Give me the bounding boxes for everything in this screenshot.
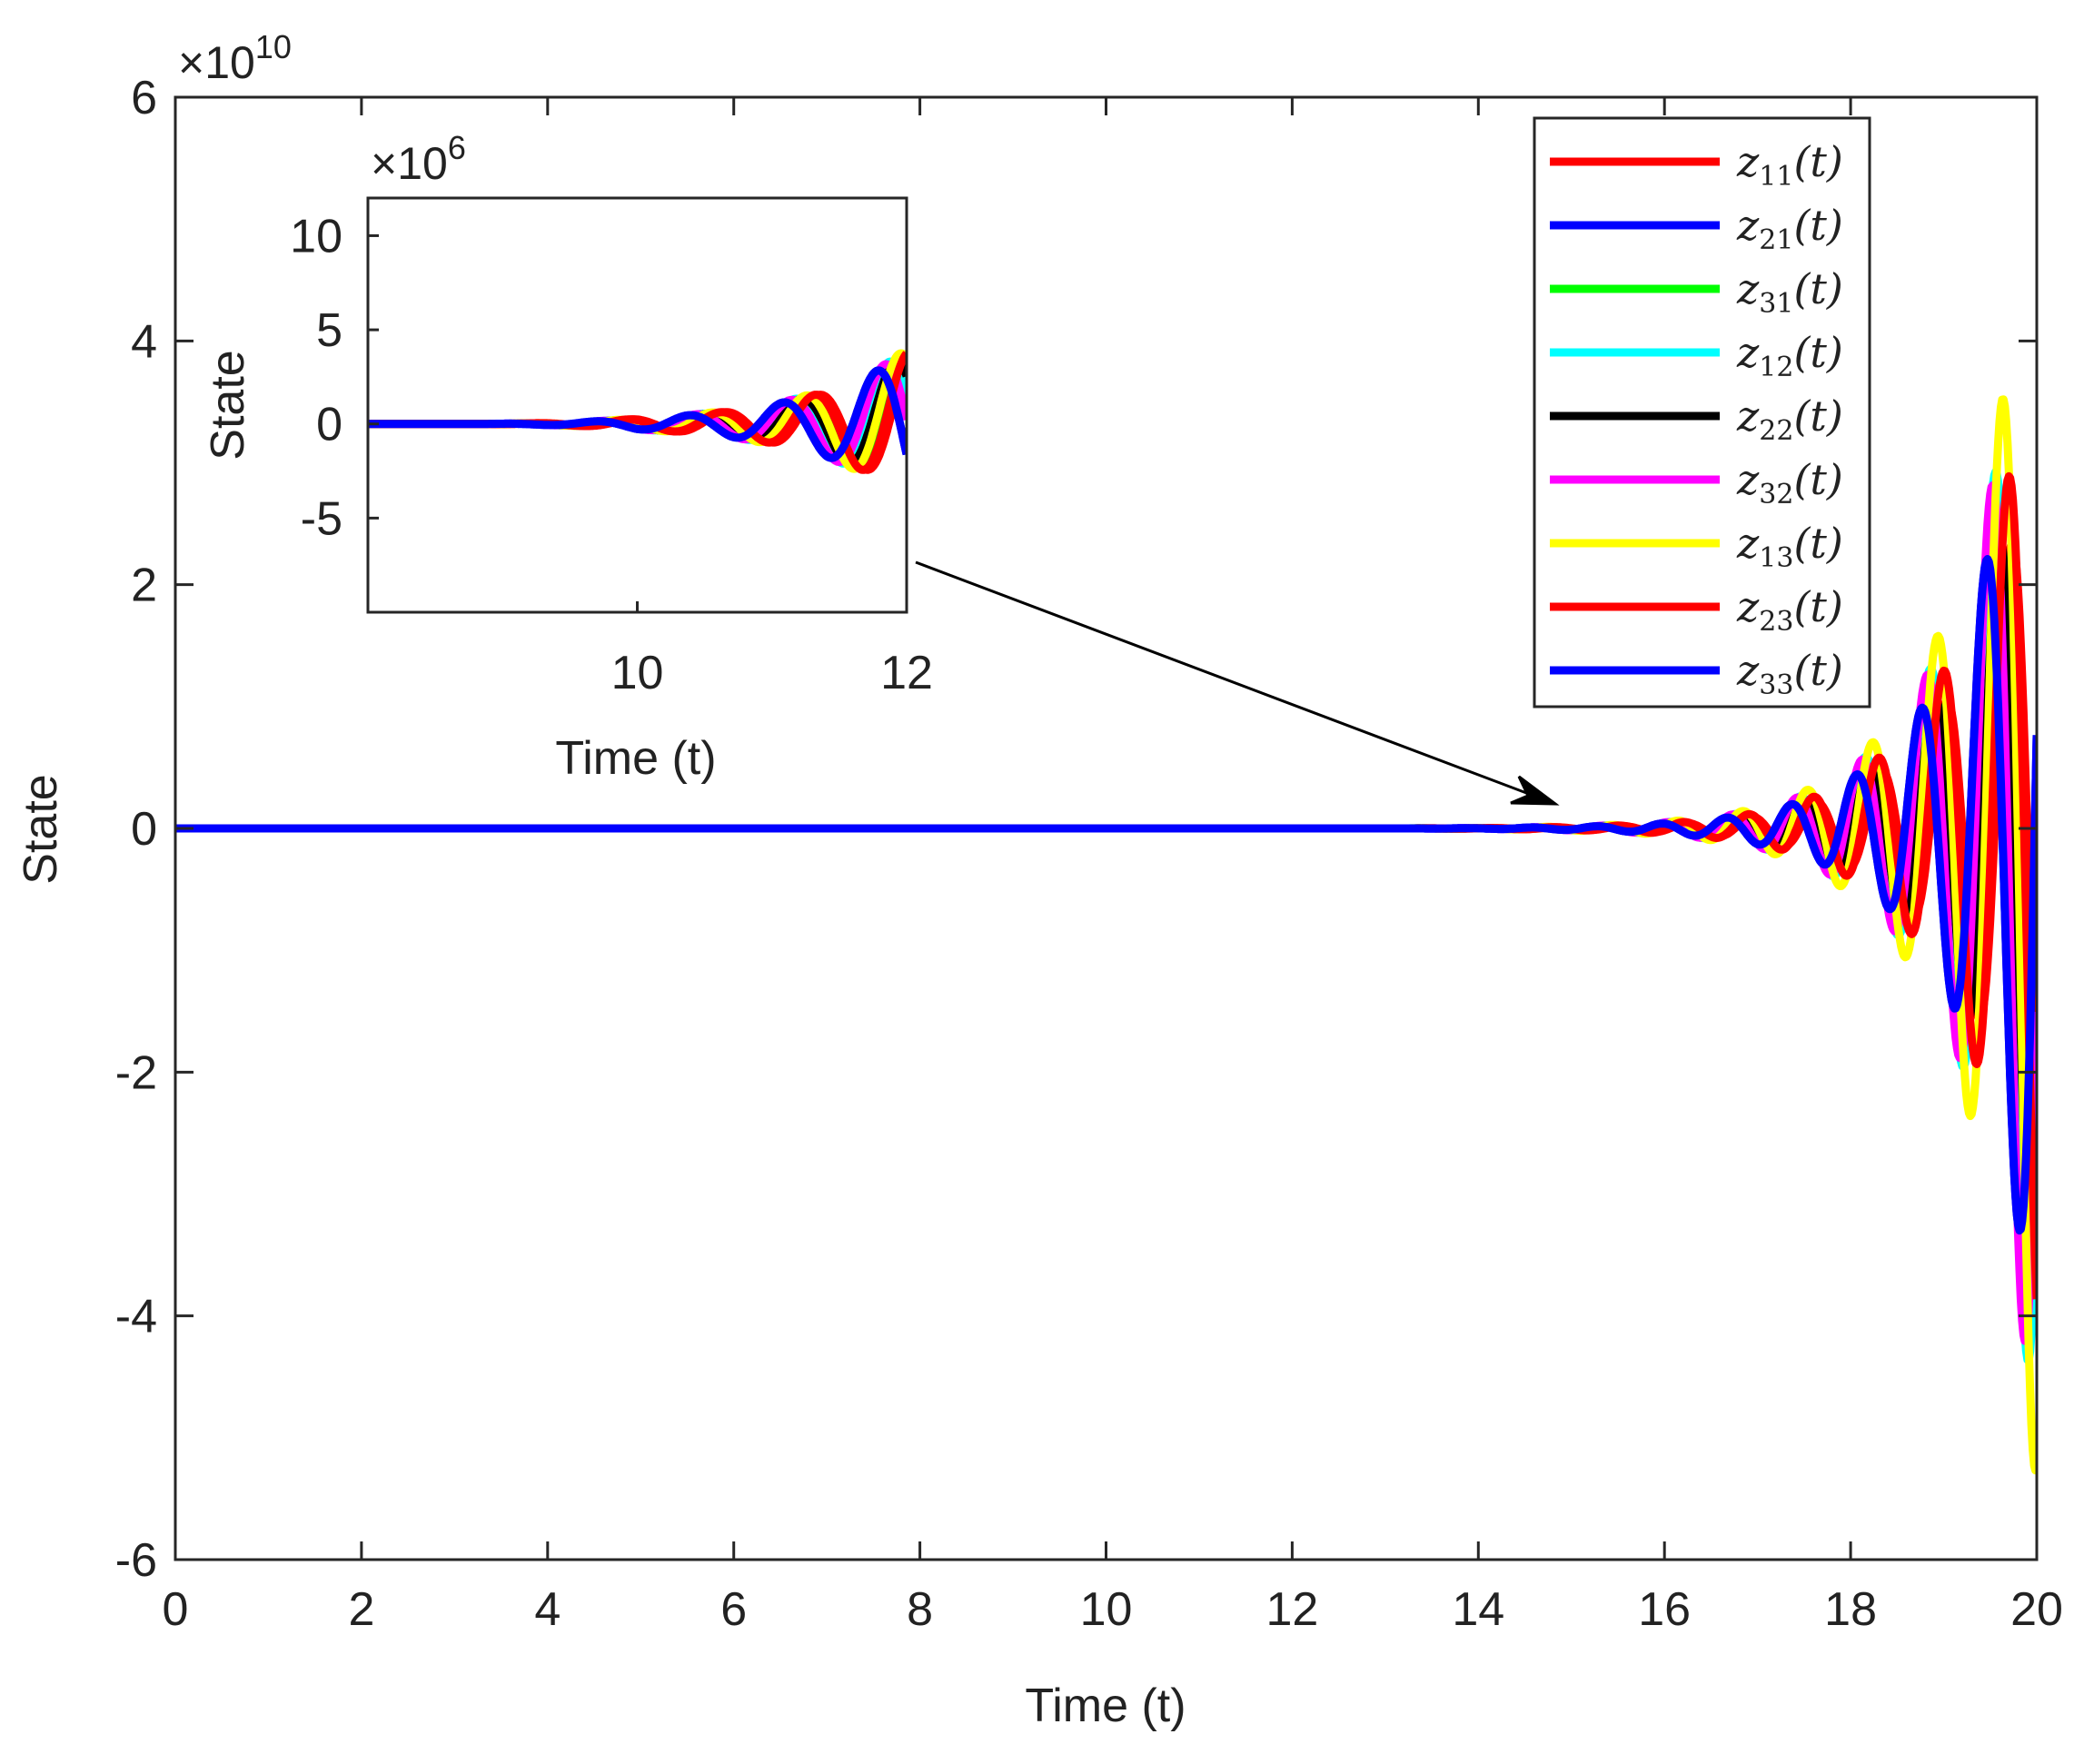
legend-label: z11(t) xyxy=(1736,137,1843,193)
main-x-tick-label: 6 xyxy=(720,1583,747,1636)
main-x-tick-label: 2 xyxy=(348,1583,374,1636)
main-y-tick-label: -6 xyxy=(115,1534,157,1587)
inset-x-tick-label: 12 xyxy=(880,647,933,699)
main-x-tick-label: 8 xyxy=(907,1583,933,1636)
legend-label: z21(t) xyxy=(1736,201,1843,256)
main-x-tick-label: 10 xyxy=(1080,1583,1133,1636)
inset-y-tick-label: 0 xyxy=(316,399,342,451)
main-x-tick-label: 18 xyxy=(1824,1583,1877,1636)
main-ticks: 0 2 4 6 8 10 12 14 16 18 20 -6 -4 -2 0 2 4 6 xyxy=(115,72,2063,1636)
inset-x-tick-label: 10 xyxy=(611,647,664,699)
inset-y-tick-label: 5 xyxy=(316,304,342,357)
inset-x-axis-label: Time (t) xyxy=(555,732,716,785)
main-y-tick-label: 4 xyxy=(131,315,157,368)
main-plot-area: 0 2 4 6 8 10 12 14 16 18 20 -6 -4 -2 0 2 4 6 Time (t) Sta… xyxy=(15,28,2063,1732)
inset-series-line xyxy=(368,366,907,462)
inset-y-tick-label: 10 xyxy=(290,210,342,263)
inset-y-axis-label: State xyxy=(202,350,254,460)
inset-y-tick-label: -5 xyxy=(301,492,342,545)
main-y-tick-label: 6 xyxy=(131,72,157,124)
main-x-tick-label: 16 xyxy=(1638,1583,1691,1636)
main-y-axis-label: State xyxy=(15,774,67,884)
legend-label: z12(t) xyxy=(1736,328,1843,383)
main-x-axis-label: Time (t) xyxy=(1025,1680,1186,1732)
legend: z11(t) z21(t) z31(t) z12(t) z22(t) z32(t) z13(… xyxy=(1533,116,1871,709)
inset-series-lines xyxy=(368,349,907,474)
legend-label: z31(t) xyxy=(1736,264,1843,320)
legend-label: z33(t) xyxy=(1736,646,1843,701)
main-series-lines xyxy=(175,395,2037,1475)
inset-y-exponent-label: ×106 xyxy=(371,129,466,189)
main-y-tick-label: -2 xyxy=(115,1046,157,1099)
arrow-head xyxy=(1510,775,1560,806)
inset-ticks: 10 12 -5 0 5 10 xyxy=(290,210,933,699)
main-x-tick-label: 0 xyxy=(163,1583,189,1636)
main-x-tick-label: 12 xyxy=(1265,1583,1318,1636)
main-x-tick-label: 4 xyxy=(534,1583,561,1636)
main-x-tick-label: 20 xyxy=(2010,1583,2063,1636)
legend-label: z22(t) xyxy=(1736,391,1843,447)
legend-label: z23(t) xyxy=(1736,582,1843,638)
main-series-line xyxy=(175,555,2037,1235)
legend-entries: z11(t) z21(t) z31(t) z12(t) z22(t) z32(t) z13(… xyxy=(1550,137,1843,701)
legend-label: z32(t) xyxy=(1736,455,1843,510)
annotation-arrow xyxy=(915,560,1560,806)
main-y-tick-label: 2 xyxy=(131,560,157,612)
arrow-shaft xyxy=(915,560,1556,806)
main-x-tick-label: 14 xyxy=(1452,1583,1504,1636)
main-y-tick-label: -4 xyxy=(115,1291,157,1343)
inset-plot-area: 10 12 -5 0 5 10 Time (t) State ×106 xyxy=(202,129,933,785)
main-y-tick-label: 0 xyxy=(131,803,157,856)
legend-label: z13(t) xyxy=(1736,519,1843,574)
